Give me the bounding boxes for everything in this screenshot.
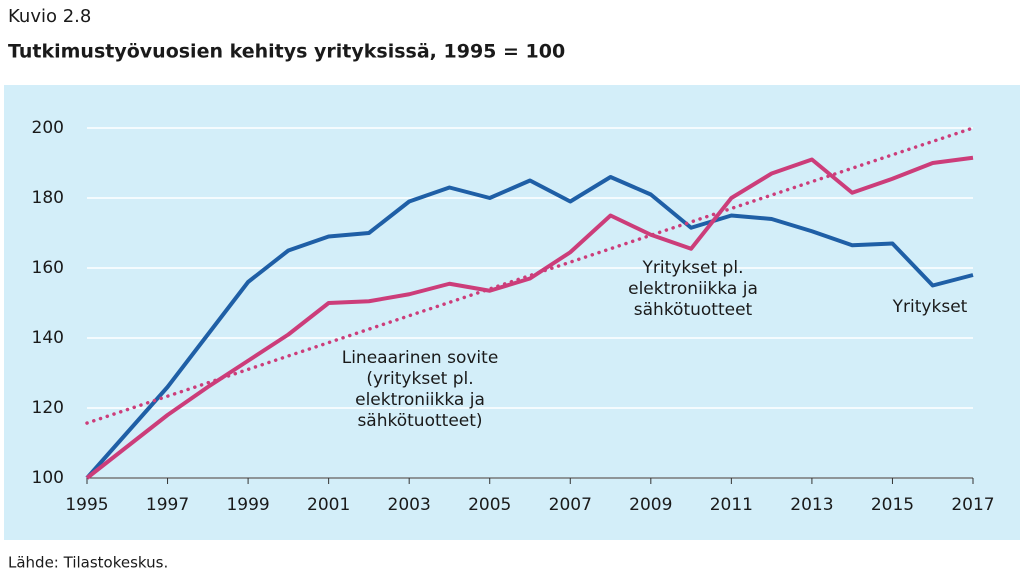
y-tick-label: 100 <box>32 468 64 488</box>
x-tick-label: 1995 <box>65 495 108 515</box>
y-tick-label: 160 <box>32 258 64 278</box>
x-tick-label: 2015 <box>871 495 914 515</box>
x-tick-label: 2017 <box>951 495 994 515</box>
x-tick-label: 1997 <box>146 495 189 515</box>
chart-title: Tutkimustyövuosien kehitys yrityksissä, … <box>8 41 565 63</box>
x-tick-label: 2011 <box>710 495 753 515</box>
x-tick-label: 2013 <box>790 495 833 515</box>
annotation: sähkötuotteet <box>634 300 753 320</box>
y-tick-label: 180 <box>32 188 64 208</box>
series-line <box>85 155 974 480</box>
x-tick-label: 1999 <box>226 495 269 515</box>
x-tick-label: 2001 <box>307 495 350 515</box>
series-line <box>85 175 974 480</box>
trend-line <box>85 126 975 425</box>
x-tick-label: 2005 <box>468 495 511 515</box>
plot-panel <box>4 85 1020 540</box>
figure-label: Kuvio 2.8 <box>8 6 91 27</box>
annotation: Yritykset pl. <box>642 258 744 278</box>
y-tick-label: 120 <box>32 398 64 418</box>
annotation: Lineaarinen sovite <box>342 348 499 368</box>
x-tick-label: 2003 <box>388 495 431 515</box>
annotation: elektroniikka ja <box>355 390 485 410</box>
annotation: Yritykset <box>892 297 968 317</box>
annotation: sähkötuotteet) <box>357 411 482 431</box>
annotation: (yritykset pl. <box>366 369 473 389</box>
annotation: elektroniikka ja <box>628 279 758 299</box>
y-tick-label: 140 <box>32 328 64 348</box>
x-tick-label: 2009 <box>629 495 672 515</box>
source-note: Lähde: Tilastokeskus. <box>8 554 168 572</box>
x-tick-label: 2007 <box>549 495 592 515</box>
y-tick-label: 200 <box>32 118 64 138</box>
